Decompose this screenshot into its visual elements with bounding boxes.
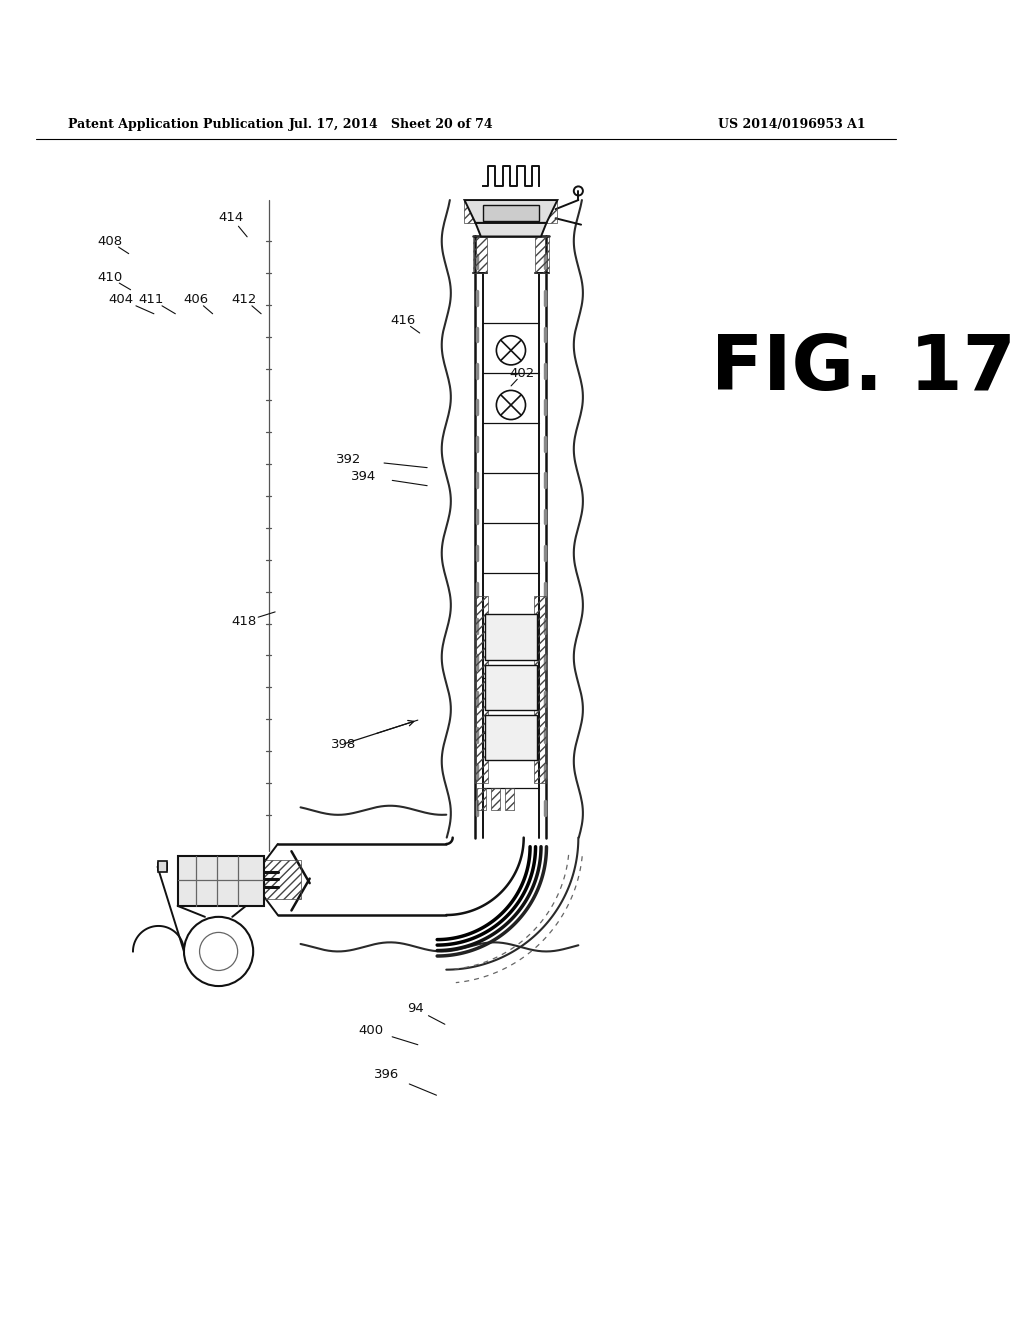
- Text: 416: 416: [390, 314, 416, 327]
- Text: 404: 404: [109, 293, 134, 306]
- Text: 396: 396: [375, 1068, 399, 1081]
- Circle shape: [497, 335, 525, 364]
- Text: 400: 400: [358, 1024, 384, 1036]
- Bar: [505, 788, 514, 810]
- Text: 418: 418: [231, 615, 257, 628]
- Text: Jul. 17, 2014   Sheet 20 of 74: Jul. 17, 2014 Sheet 20 of 74: [290, 117, 494, 131]
- Bar: [473, 236, 487, 273]
- Text: 392: 392: [336, 453, 361, 466]
- Circle shape: [497, 391, 525, 420]
- Bar: [535, 236, 549, 273]
- Bar: [482, 205, 540, 220]
- Bar: [484, 664, 538, 710]
- Bar: [490, 788, 500, 810]
- Polygon shape: [465, 201, 557, 223]
- Text: 410: 410: [97, 271, 123, 284]
- Bar: [465, 201, 477, 223]
- Text: 406: 406: [183, 293, 209, 306]
- Text: 402: 402: [510, 367, 535, 380]
- Bar: [545, 201, 557, 223]
- Text: 412: 412: [231, 293, 257, 306]
- Bar: [177, 855, 264, 906]
- Text: 414: 414: [219, 211, 244, 224]
- Text: 411: 411: [138, 293, 164, 306]
- Circle shape: [184, 917, 253, 986]
- Bar: [484, 714, 538, 760]
- Text: Patent Application Publication: Patent Application Publication: [69, 117, 284, 131]
- Polygon shape: [475, 223, 547, 236]
- Text: 94: 94: [407, 1002, 423, 1015]
- Text: FIG. 17: FIG. 17: [711, 331, 1016, 405]
- Bar: [264, 861, 301, 899]
- Bar: [475, 597, 488, 783]
- Bar: [484, 615, 538, 660]
- Bar: [534, 597, 547, 783]
- Bar: [158, 861, 167, 873]
- Bar: [477, 788, 486, 810]
- Text: 408: 408: [97, 235, 123, 248]
- Text: US 2014/0196953 A1: US 2014/0196953 A1: [718, 117, 865, 131]
- Text: 394: 394: [351, 470, 377, 483]
- Text: 398: 398: [331, 738, 355, 751]
